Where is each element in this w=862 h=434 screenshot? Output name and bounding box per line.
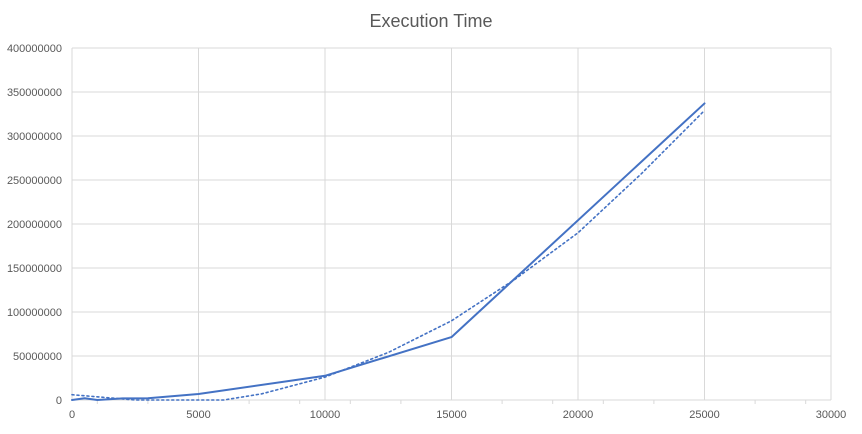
execution-time-series — [71, 102, 706, 401]
axes — [72, 399, 831, 404]
x-tick-label: 5000 — [186, 409, 210, 421]
x-tick-label: 0 — [69, 409, 75, 421]
y-tick-label: 150000000 — [7, 263, 62, 275]
y-tick-label: 200000000 — [7, 219, 62, 231]
y-tick-label: 300000000 — [7, 131, 62, 143]
series-marks — [71, 102, 706, 401]
y-tick-label: 0 — [56, 395, 62, 407]
y-tick-label: 400000000 — [7, 43, 62, 55]
tick-labels: 0 50000000 100000000 150000000 200000000 2500… — [7, 43, 846, 421]
chart-title: Execution Time — [369, 11, 492, 31]
y-tick-label: 250000000 — [7, 175, 62, 187]
x-tick-label: 25000 — [689, 409, 720, 421]
y-tick-label: 100000000 — [7, 307, 62, 319]
y-tick-label: 350000000 — [7, 87, 62, 99]
x-tick-label: 30000 — [816, 409, 847, 421]
grid-lines — [71, 47, 832, 401]
y-tick-label: 50000000 — [13, 351, 62, 363]
x-tick-label: 15000 — [436, 409, 467, 421]
x-tick-label: 10000 — [310, 409, 341, 421]
x-tick-label: 20000 — [563, 409, 594, 421]
trendline-series — [71, 109, 706, 401]
